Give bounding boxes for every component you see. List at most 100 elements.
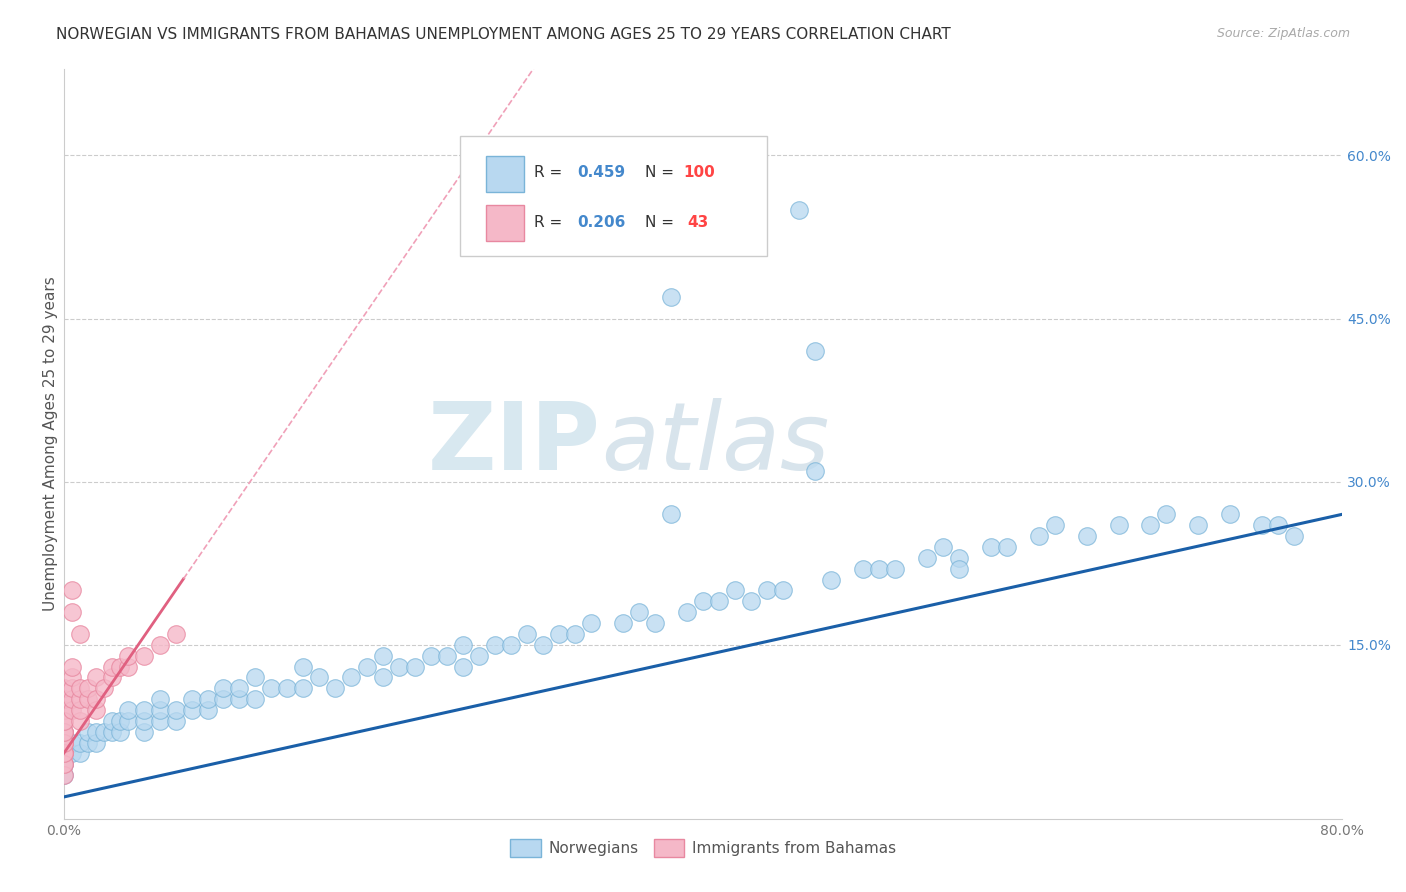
Point (228, 681, 250, 696)
Point (52, 747, 75, 761)
Point (84, 724, 107, 739)
Point (52, 747, 75, 761)
Legend: Norwegians, Immigrants from Bahamas: Norwegians, Immigrants from Bahamas (503, 833, 903, 863)
Point (915, 550, 938, 565)
Point (228, 692, 250, 706)
Point (84, 670, 107, 684)
Bar (485, 205, 524, 241)
Point (1043, 518, 1066, 533)
Point (1251, 518, 1274, 533)
Point (148, 703, 170, 717)
Point (52, 747, 75, 761)
Point (276, 681, 298, 696)
Point (980, 540, 1002, 554)
Point (84, 703, 107, 717)
Point (76, 692, 98, 706)
Point (1028, 529, 1050, 543)
Point (52, 757, 75, 772)
Bar (485, 156, 524, 192)
Point (755, 583, 778, 598)
Point (356, 659, 378, 673)
Point (69, 703, 91, 717)
Point (436, 648, 458, 663)
Point (931, 540, 953, 554)
Point (373, 670, 395, 684)
Point (612, 615, 634, 630)
Point (52, 736, 75, 750)
Point (52, 724, 75, 739)
Text: ZIP: ZIP (427, 398, 600, 490)
Point (132, 724, 155, 739)
Point (52, 714, 75, 728)
Point (212, 692, 235, 706)
Point (388, 659, 411, 673)
Point (787, 202, 810, 217)
Point (724, 583, 747, 598)
Point (692, 594, 714, 608)
Point (804, 344, 827, 359)
Y-axis label: Unemployment Among Ages 25 to 29 years: Unemployment Among Ages 25 to 29 years (44, 277, 58, 611)
Point (60, 670, 83, 684)
Point (676, 605, 699, 619)
Point (69, 747, 91, 761)
Point (52, 757, 75, 772)
Text: R =: R = (534, 165, 568, 180)
Point (76, 681, 98, 696)
Point (212, 681, 235, 696)
Point (245, 692, 267, 706)
Point (1219, 508, 1241, 522)
Text: NORWEGIAN VS IMMIGRANTS FROM BAHAMAS UNEMPLOYMENT AMONG AGES 25 TO 29 YEARS CORR: NORWEGIAN VS IMMIGRANTS FROM BAHAMAS UNE… (56, 27, 950, 42)
Point (995, 540, 1018, 554)
Text: 100: 100 (683, 165, 716, 180)
Point (52, 747, 75, 761)
Point (60, 736, 83, 750)
Point (501, 638, 523, 652)
Point (52, 724, 75, 739)
Point (117, 703, 139, 717)
Point (516, 627, 538, 641)
Point (52, 703, 75, 717)
Text: 0.206: 0.206 (578, 215, 626, 230)
Point (52, 747, 75, 761)
Point (468, 648, 491, 663)
Point (132, 714, 155, 728)
Point (948, 550, 970, 565)
Point (868, 562, 890, 576)
Point (579, 615, 602, 630)
Point (420, 648, 443, 663)
Point (197, 692, 219, 706)
Point (564, 627, 586, 641)
Text: 43: 43 (688, 215, 709, 230)
Point (1076, 529, 1098, 543)
Point (659, 508, 682, 522)
Point (108, 714, 131, 728)
Point (93, 724, 115, 739)
FancyBboxPatch shape (460, 136, 766, 256)
Point (69, 714, 91, 728)
Point (52, 768, 75, 782)
Point (260, 681, 283, 696)
Point (60, 583, 83, 598)
Point (644, 615, 666, 630)
Point (117, 648, 139, 663)
Point (659, 290, 682, 304)
Point (1187, 518, 1209, 533)
Point (76, 724, 98, 739)
Point (52, 736, 75, 750)
Point (1284, 529, 1306, 543)
Point (852, 562, 875, 576)
Point (76, 736, 98, 750)
Point (100, 670, 122, 684)
Point (292, 659, 315, 673)
Point (180, 703, 202, 717)
Text: Source: ZipAtlas.com: Source: ZipAtlas.com (1216, 27, 1350, 40)
Point (740, 594, 762, 608)
Text: N =: N = (645, 215, 679, 230)
Point (628, 605, 651, 619)
Point (451, 638, 474, 652)
Point (325, 681, 347, 696)
Point (1139, 518, 1161, 533)
Point (548, 627, 571, 641)
Point (52, 736, 75, 750)
Text: atlas: atlas (600, 398, 830, 489)
